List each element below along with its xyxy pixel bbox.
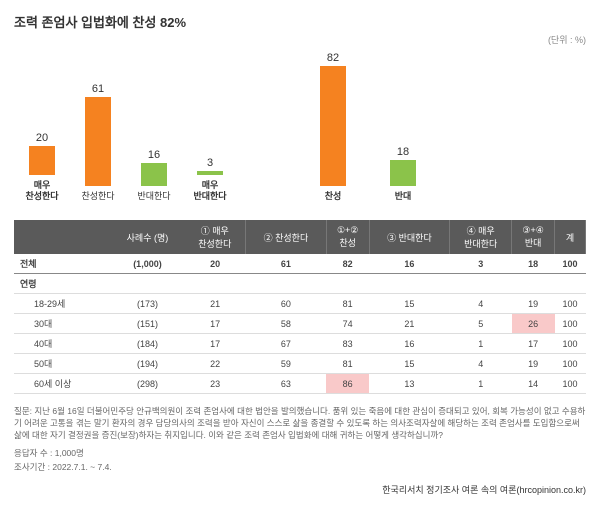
bar-label: 매우 찬성한다 (25, 180, 58, 202)
table-row: 50대(194)22598115419100 (14, 354, 586, 374)
footnote: 질문: 지난 6월 16일 더불어민주당 안규백의원이 조력 존엄사에 대한 법… (14, 406, 586, 473)
question-text: 질문: 지난 6월 16일 더불어민주당 안규백의원이 조력 존엄사에 대한 법… (14, 406, 586, 442)
bar-label: 반대 (395, 191, 412, 202)
bar-label: 매우 반대한다 (193, 180, 226, 202)
bar-value: 61 (92, 83, 104, 95)
table-header: 사례수 (명) (110, 220, 184, 254)
bar-chart: 20 매우 찬성한다 61 찬성한다 16 반대한다 3 매우 반대한다 82 찬성 18 반대 (14, 52, 586, 202)
survey-period: 조사기간 : 2022.7.1. ~ 7.4. (14, 462, 586, 474)
unit-label: (단위 : %) (14, 33, 586, 46)
table-header: ③ 반대한다 (369, 220, 450, 254)
data-table: 사례수 (명)① 매우찬성한다② 찬성한다①+②찬성③ 반대한다④ 매우반대한다… (14, 220, 586, 394)
respondent-count: 응답자 수 : 1,000명 (14, 448, 586, 460)
table-row: 40대(184)17678316117100 (14, 334, 586, 354)
table-header (14, 220, 110, 254)
bar-label: 찬성 (325, 191, 342, 202)
bar-label: 찬성한다 (81, 191, 114, 202)
bar-value: 20 (36, 132, 48, 144)
bar (85, 97, 111, 186)
bar (29, 146, 55, 175)
table-header: ② 찬성한다 (246, 220, 327, 254)
table-row-total: 전체(1,000)20618216318100 (14, 254, 586, 274)
bar-column: 16 반대한다 (126, 149, 182, 202)
bar (197, 171, 223, 175)
table-header: ① 매우찬성한다 (185, 220, 246, 254)
bar (141, 163, 167, 186)
bar (320, 66, 346, 186)
bar-column: 20 매우 찬성한다 (14, 132, 70, 202)
table-row: 60세 이상(298)23638613114100 (14, 374, 586, 394)
bar (390, 160, 416, 186)
bar-column: 18 반대 (368, 146, 438, 202)
table-row: 18-29세(173)21608115419100 (14, 294, 586, 314)
bar-column: 82 찬성 (298, 52, 368, 202)
bar-value: 3 (207, 157, 213, 169)
table-header: ③+④반대 (512, 220, 555, 254)
bar-label: 반대한다 (137, 191, 170, 202)
table-group-label: 연령 (14, 274, 586, 294)
table-header: 계 (555, 220, 586, 254)
table-header: ①+②찬성 (326, 220, 369, 254)
table-header: ④ 매우반대한다 (450, 220, 512, 254)
bar-value: 82 (327, 52, 339, 64)
bar-value: 16 (148, 149, 160, 161)
bar-column: 61 찬성한다 (70, 83, 126, 202)
table-row: 30대(151)17587421526100 (14, 314, 586, 334)
page-title: 조력 존엄사 입법화에 찬성 82% (14, 12, 586, 31)
bar-column: 3 매우 반대한다 (182, 157, 238, 202)
bar-value: 18 (397, 146, 409, 158)
source-credit: 한국리서치 정기조사 여론 속의 여론(hrcopinion.co.kr) (14, 483, 586, 496)
